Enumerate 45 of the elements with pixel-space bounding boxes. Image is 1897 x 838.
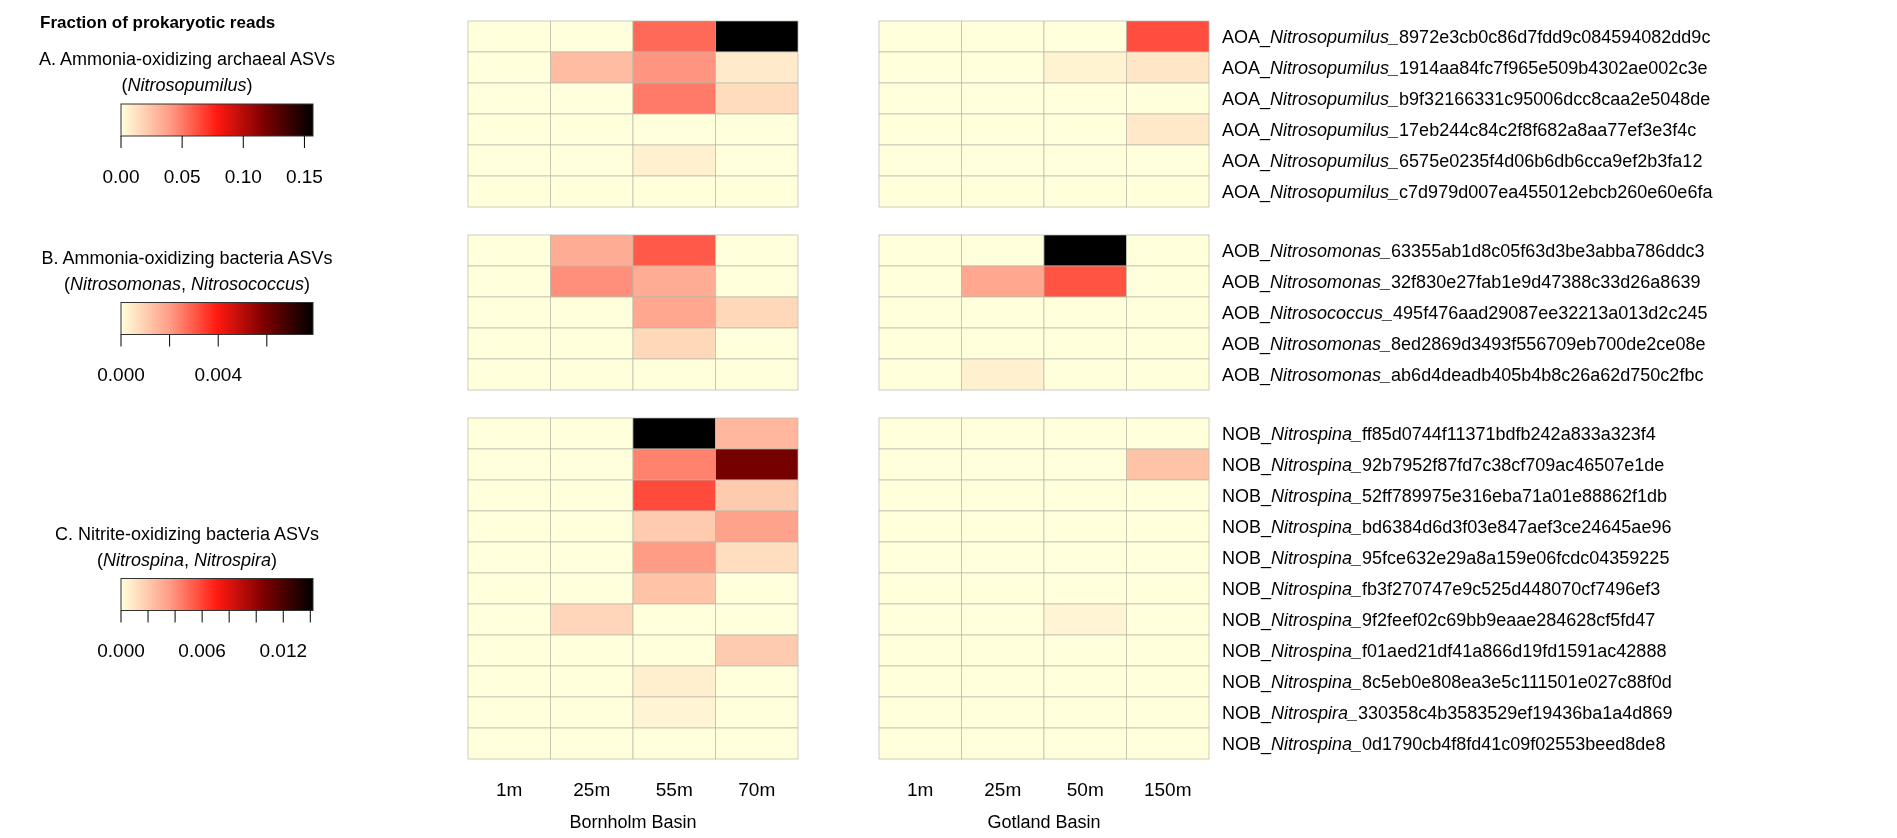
y-tick-label: NOB_Nitrospina_52ff789975e316eba71a01e88862f1db: [1222, 485, 1668, 507]
x-tick-label: 25m: [573, 778, 611, 800]
color-bar-label: 0.10: [224, 165, 262, 187]
y-tick-label: AOA_Nitrosopumilus_17eb244c84c2f8f682a8aa77ef3e3f4c: [1222, 119, 1697, 141]
y-tick-label: NOB_Nitrospina_fb3f270747e9c525d448070cf7496ef3: [1222, 578, 1661, 600]
color-bar-label: 0.006: [178, 640, 226, 661]
y-tick-label: AOB_Nitrosomonas_32f830e27fab1e9d47388c33d26a8639: [1222, 271, 1701, 293]
color-bar-label: 0.000: [97, 640, 145, 661]
color-bar-label: 0.012: [259, 640, 308, 661]
color-bar-label: 0.00: [102, 165, 140, 187]
y-tick-label: NOB_Nitrospina_f01aed21df41a866d19fd1591ac42888: [1222, 640, 1667, 662]
x-tick-label: 150m: [1143, 778, 1192, 800]
y-tick-label: AOA_Nitrosopumilus_b9f32166331c95006dcc8caa2e5048de: [1222, 88, 1711, 110]
color-bar-label: 0.004: [194, 364, 243, 385]
y-tick-label: AOA_Nitrosopumilus_c7d979d007ea455012ebcb260e60e6fa: [1222, 181, 1714, 203]
y-tick-label: NOB_Nitrospira_330358c4b3583529ef19436ba1a4d869: [1222, 702, 1673, 724]
x-tick-label: 1m: [907, 778, 934, 800]
color-bar-title: C. Nitrite-oxidizing bacteria ASVs (Nitrospina, Nitrospira): [54, 523, 320, 570]
y-tick-label: AOA_Nitrosopumilus_1914aa84fc7f965e509b4302ae002c3e: [1222, 57, 1708, 79]
y-tick-label: AOA_Nitrosopumilus_6575e0235f4d06b6db6cca9ef2b3fa12: [1222, 150, 1703, 172]
text: Gotland Basin: [987, 812, 1101, 832]
y-tick-label: NOB_Nitrospina_8c5eb0e808ea3e5c111501e027c88f0d: [1222, 671, 1672, 693]
y-tick-label: NOB_Nitrospina_0d1790cb4f8fd41c09f02553beed8de8: [1222, 733, 1666, 755]
x-tick-label: 50m: [1066, 778, 1104, 800]
y-tick-label: AOB_Nitrosomonas_ab6d4deadb405b4b8c26a62d750c2fbc: [1222, 364, 1704, 386]
color-bar-label: 0.000: [97, 364, 145, 385]
y-tick-label: NOB_Nitrospina_95fce632e29a8a159e06fcdc04359225: [1222, 547, 1670, 569]
y-tick-label: NOB_Nitrospina_ff85d0744f11371bdfb242a833a323f4: [1222, 423, 1656, 445]
y-tick-label: AOA_Nitrosopumilus_8972e3cb0c86d7fdd9c084594082dd9c: [1222, 26, 1711, 48]
x-tick-label: 1m: [496, 778, 523, 800]
color-bar-title: A. Ammonia-oxidizing archaeal ASVs (Nitrosopumilus): [38, 49, 336, 95]
y-tick-label: AOB_Nitrosococcus_495f476aad29087ee32213a013d2c245: [1222, 302, 1708, 324]
x-tick-label: 70m: [738, 778, 776, 800]
y-tick-label: AOB_Nitrosomonas_8ed2869d3493f556709eb700de2ce08e: [1222, 333, 1706, 355]
y-tick-label: NOB_Nitrospina_bd6384d6d3f03e847aef3ce24645ae96: [1222, 516, 1672, 538]
y-tick-label: AOB_Nitrosomonas_63355ab1d8c05f63d3be3abba786ddc3: [1222, 240, 1705, 262]
color-bar-label: 0.05: [163, 165, 201, 187]
color-bar-label: 0.15: [285, 165, 323, 187]
x-tick-label: 25m: [984, 778, 1022, 800]
x-tick-label: 55m: [655, 778, 693, 800]
text: Bornholm Basin: [569, 812, 697, 832]
y-tick-label: NOB_Nitrospina_9f2feef02c69bb9eaae284628cf5fd47: [1222, 609, 1656, 631]
legend-title: Fraction of prokaryotic reads: [40, 12, 276, 32]
y-tick-label: NOB_Nitrospina_92b7952f87fd7c38cf709ac46507e1de: [1222, 454, 1665, 476]
color-bar-title: B. Ammonia-oxidizing bacteria ASVs (Nitrosomonas, Nitrosococcus): [41, 247, 333, 294]
